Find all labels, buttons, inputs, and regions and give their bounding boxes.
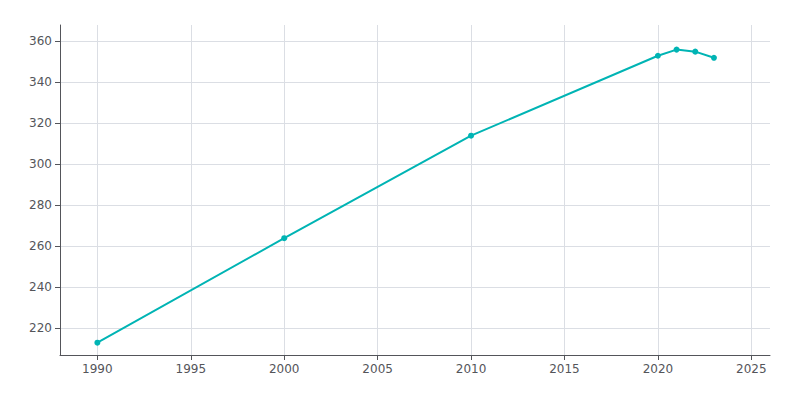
svg-text:2010: 2010 bbox=[456, 362, 487, 376]
svg-text:2005: 2005 bbox=[362, 362, 393, 376]
svg-text:2000: 2000 bbox=[269, 362, 300, 376]
svg-text:2020: 2020 bbox=[643, 362, 674, 376]
svg-text:360: 360 bbox=[29, 34, 52, 48]
svg-text:220: 220 bbox=[29, 321, 52, 335]
svg-text:260: 260 bbox=[29, 239, 52, 253]
svg-text:300: 300 bbox=[29, 157, 52, 171]
svg-text:1990: 1990 bbox=[82, 362, 113, 376]
svg-text:2015: 2015 bbox=[549, 362, 580, 376]
svg-text:340: 340 bbox=[29, 75, 52, 89]
svg-text:280: 280 bbox=[29, 198, 52, 212]
svg-text:1995: 1995 bbox=[176, 362, 207, 376]
svg-text:2025: 2025 bbox=[736, 362, 767, 376]
svg-text:320: 320 bbox=[29, 116, 52, 130]
svg-text:240: 240 bbox=[29, 280, 52, 294]
